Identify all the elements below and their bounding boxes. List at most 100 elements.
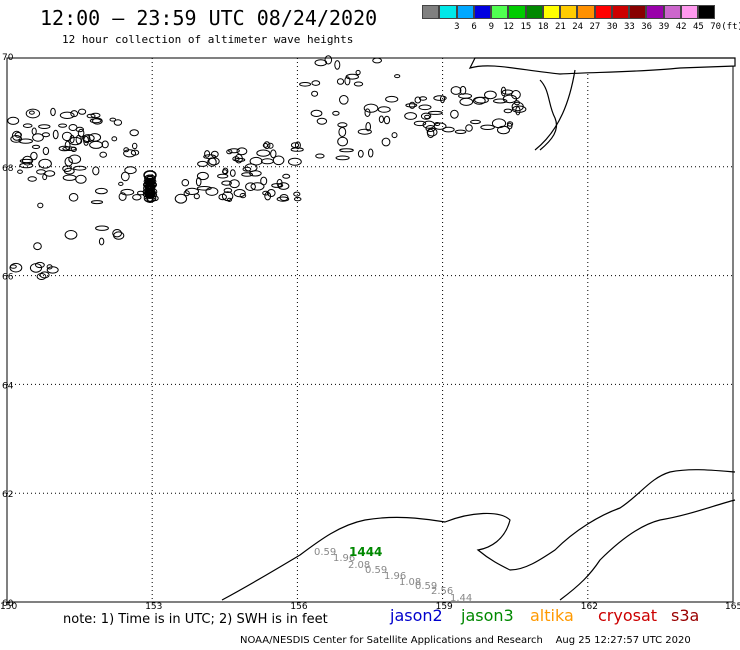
ice-contour: [22, 123, 33, 128]
ice-contour: [99, 151, 107, 158]
ice-contour: [31, 127, 37, 136]
ice-contour: [146, 194, 154, 203]
ice-contour: [276, 196, 290, 202]
ice-contour: [493, 98, 508, 104]
ice-contour: [293, 191, 301, 197]
ice-contour: [132, 142, 138, 150]
ice-contour: [310, 109, 323, 118]
legend-label: 3: [454, 22, 460, 32]
ice-contour: [130, 149, 140, 156]
ice-contour: [458, 93, 473, 99]
ice-contour: [236, 147, 248, 156]
ice-contour: [61, 131, 73, 142]
ice-contour: [37, 202, 44, 209]
ice-contour: [14, 132, 22, 138]
satellite-name: jason3: [461, 606, 514, 625]
ice-contour: [132, 194, 142, 201]
ice-contour: [38, 124, 51, 129]
ice-contour: [515, 106, 521, 116]
ice-contour: [270, 149, 277, 159]
legend-label: 6: [471, 22, 477, 32]
lat-tick-label: 62: [2, 490, 13, 500]
ice-contour: [459, 85, 467, 95]
ice-contour: [111, 136, 118, 142]
ice-contour: [151, 195, 159, 202]
lon-tick-label: 159: [436, 602, 453, 612]
ice-contour: [239, 193, 247, 199]
ice-contour: [38, 158, 52, 169]
ice-contour: [29, 110, 35, 115]
ice-contour: [420, 112, 432, 120]
ice-contour: [113, 231, 125, 240]
ice-contour: [29, 263, 43, 273]
ice-contour: [147, 187, 153, 195]
map-border: [6, 57, 734, 603]
ice-contour: [454, 129, 467, 135]
ice-contour: [480, 124, 495, 131]
ice-contour: [137, 190, 145, 196]
lat-tick-label: 70: [2, 53, 14, 63]
ice-contour: [210, 150, 219, 158]
legend-label: 42: [675, 22, 687, 32]
ice-contour: [484, 90, 497, 100]
ice-contour: [229, 169, 236, 177]
ice-contour: [425, 125, 436, 132]
ice-contour: [36, 169, 46, 175]
legend-label: 45: [692, 22, 704, 32]
ice-contour: [181, 179, 190, 187]
lon-tick-label: 150: [0, 602, 17, 612]
ice-contour: [19, 158, 34, 164]
ice-contour: [267, 142, 274, 149]
ice-contour: [337, 136, 349, 147]
track-number-label: 1444: [349, 545, 382, 559]
ice-contour: [465, 124, 473, 132]
legend-unit: (ft): [721, 22, 740, 32]
ice-contour: [290, 147, 304, 152]
ice-contour: [267, 189, 276, 197]
ice-contour: [123, 149, 137, 158]
lat-tick-label: 66: [2, 273, 14, 283]
ice-contour: [205, 187, 219, 196]
ice-contour: [229, 179, 240, 189]
ice-contour: [377, 106, 391, 113]
ice-contour: [378, 115, 384, 124]
ice-contour: [25, 108, 41, 119]
ice-contour: [314, 59, 328, 67]
ice-contour: [50, 107, 56, 117]
ice-contour: [339, 95, 349, 105]
legend-swatch: [646, 5, 664, 19]
lon-tick-label: 162: [581, 602, 598, 612]
ice-contour: [234, 157, 246, 162]
ice-contour: [506, 121, 514, 127]
map-grid: [6, 57, 734, 603]
sea-ice-contours: [7, 55, 527, 280]
ice-contour: [46, 264, 53, 270]
ice-contour: [368, 148, 374, 158]
ice-contour: [511, 105, 527, 113]
ice-contour: [228, 148, 240, 154]
ice-contour: [120, 188, 135, 196]
ice-contour: [36, 273, 47, 280]
ice-contour: [144, 196, 156, 203]
ice-contour: [193, 193, 200, 200]
ice-contour: [332, 110, 340, 116]
lon-tick-label: 156: [290, 602, 307, 612]
legend-swatch: [594, 5, 612, 19]
ice-contour: [385, 95, 399, 103]
ice-contour: [9, 262, 23, 273]
ice-contour: [95, 187, 108, 195]
ice-contour: [353, 81, 364, 87]
satellite-name: s3a: [671, 606, 700, 625]
map-axis-labels: 150 153 156 159 162 165 70 68 66 64 62 60: [0, 53, 740, 612]
ice-contour: [433, 95, 447, 101]
legend-swatch: [577, 5, 595, 19]
ice-contour: [503, 108, 513, 114]
ice-contour: [272, 155, 285, 166]
ice-contour: [418, 104, 432, 111]
ice-contour: [30, 151, 38, 161]
swh-value: 0.59: [314, 547, 336, 558]
ice-contour: [64, 140, 71, 150]
ice-contour: [394, 74, 401, 79]
legend-swatch: [663, 5, 681, 19]
